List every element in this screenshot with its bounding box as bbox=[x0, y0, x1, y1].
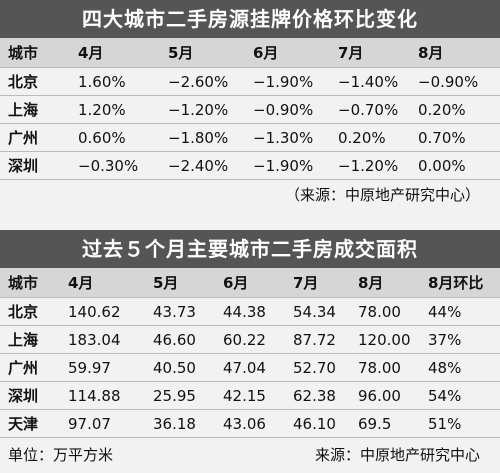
cell: −1.90% bbox=[245, 67, 330, 96]
header-cell: 8月 bbox=[350, 268, 420, 298]
row: 广州 59.97 40.50 47.04 52.70 78.00 48% bbox=[0, 353, 500, 382]
cell: −0.90% bbox=[245, 95, 330, 124]
cell: 59.97 bbox=[60, 353, 145, 382]
header-cell: 4月 bbox=[70, 38, 160, 68]
cell: 42.15 bbox=[215, 381, 285, 410]
cell: −0.70% bbox=[330, 95, 410, 124]
header-cell: 8月 bbox=[410, 38, 500, 68]
cell: 60.22 bbox=[215, 325, 285, 354]
table-title: 四大城市二手房源挂牌价格环比变化 bbox=[0, 0, 500, 38]
panel-1: 四大城市二手房源挂牌价格环比变化 城市 4月 5月 6月 7月 8月 北京 1.60% −2.6… bbox=[0, 0, 500, 210]
footer: 单位：万平方米 来源：中原地产研究中心 bbox=[0, 438, 500, 472]
row: 上海 1.20% −1.20% −0.90% −0.70% 0.20% bbox=[0, 95, 500, 124]
cell: 44% bbox=[420, 297, 500, 326]
cell: 0.20% bbox=[410, 95, 500, 124]
cell: 1.20% bbox=[70, 95, 160, 124]
header-cell: 6月 bbox=[215, 268, 285, 298]
row: 北京 1.60% −2.60% −1.90% −1.40% −0.90% bbox=[0, 67, 500, 96]
city-cell: 上海 bbox=[0, 95, 70, 124]
cell: 78.00 bbox=[350, 353, 420, 382]
cell: 78.00 bbox=[350, 297, 420, 326]
cell: 43.06 bbox=[215, 409, 285, 438]
table: 城市 4月 5月 6月 7月 8月 北京 1.60% −2.60% −1.90% −1.40% −0.… bbox=[0, 38, 500, 180]
cell: 0.20% bbox=[330, 123, 410, 152]
cell: 0.00% bbox=[410, 151, 500, 180]
city-cell: 天津 bbox=[0, 409, 60, 438]
row: 上海 183.04 46.60 60.22 87.72 120.00 37% bbox=[0, 325, 500, 354]
header-cell: 8月环比 bbox=[420, 268, 500, 298]
cell: 69.5 bbox=[350, 409, 420, 438]
cell: 96.00 bbox=[350, 381, 420, 410]
cell: 36.18 bbox=[145, 409, 215, 438]
cell: 54.34 bbox=[285, 297, 350, 326]
unit: 单位：万平方米 bbox=[8, 446, 114, 464]
cell: 25.95 bbox=[145, 381, 215, 410]
table: 城市 4月 5月 6月 7月 8月 8月环比 北京 140.62 43.73 44.38 54.34 7… bbox=[0, 268, 500, 438]
cell: 120.00 bbox=[350, 325, 420, 354]
cell: 40.50 bbox=[145, 353, 215, 382]
cell: 43.73 bbox=[145, 297, 215, 326]
cell: −1.90% bbox=[245, 151, 330, 180]
table-title: 过去５个月主要城市二手房成交面积 bbox=[0, 230, 500, 268]
header-cell: 5月 bbox=[145, 268, 215, 298]
cell: 62.38 bbox=[285, 381, 350, 410]
city-cell: 深圳 bbox=[0, 151, 70, 180]
header-cell: 4月 bbox=[60, 268, 145, 298]
cell: 46.10 bbox=[285, 409, 350, 438]
cell: −1.40% bbox=[330, 67, 410, 96]
cell: 47.04 bbox=[215, 353, 285, 382]
row: 天津 97.07 36.18 43.06 46.10 69.5 51% bbox=[0, 409, 500, 438]
header-cell: 城市 bbox=[0, 38, 70, 68]
cell: 183.04 bbox=[60, 325, 145, 354]
cell: 44.38 bbox=[215, 297, 285, 326]
cell: 52.70 bbox=[285, 353, 350, 382]
city-cell: 广州 bbox=[0, 123, 70, 152]
header-row: 城市 4月 5月 6月 7月 8月 8月环比 bbox=[0, 268, 500, 298]
cell: 140.62 bbox=[60, 297, 145, 326]
city-cell: 广州 bbox=[0, 353, 60, 382]
row: 深圳 114.88 25.95 42.15 62.38 96.00 54% bbox=[0, 381, 500, 410]
panel-2: 过去５个月主要城市二手房成交面积 城市 4月 5月 6月 7月 8月 8月环比 北京 140.6… bbox=[0, 230, 500, 472]
cell: −0.30% bbox=[70, 151, 160, 180]
cell: 48% bbox=[420, 353, 500, 382]
cell: 54% bbox=[420, 381, 500, 410]
city-cell: 北京 bbox=[0, 67, 70, 96]
row: 深圳 −0.30% −2.40% −1.90% −1.20% 0.00% bbox=[0, 151, 500, 180]
header-cell: 5月 bbox=[160, 38, 245, 68]
cell: −1.80% bbox=[160, 123, 245, 152]
cell: 114.88 bbox=[60, 381, 145, 410]
cell: 0.70% bbox=[410, 123, 500, 152]
cell: −2.40% bbox=[160, 151, 245, 180]
city-cell: 深圳 bbox=[0, 381, 60, 410]
city-cell: 北京 bbox=[0, 297, 60, 326]
header-cell: 7月 bbox=[285, 268, 350, 298]
header-cell: 7月 bbox=[330, 38, 410, 68]
city-cell: 上海 bbox=[0, 325, 60, 354]
source: （来源：中原地产研究中心） bbox=[284, 186, 480, 204]
cell: −1.20% bbox=[160, 95, 245, 124]
cell: −0.90% bbox=[410, 67, 500, 96]
cell: 0.60% bbox=[70, 123, 160, 152]
source: 来源：中原地产研究中心 bbox=[314, 446, 480, 464]
cell: −1.30% bbox=[245, 123, 330, 152]
cell: 87.72 bbox=[285, 325, 350, 354]
header-cell: 城市 bbox=[0, 268, 60, 298]
cell: 46.60 bbox=[145, 325, 215, 354]
cell: −2.60% bbox=[160, 67, 245, 96]
cell: −1.20% bbox=[330, 151, 410, 180]
row: 广州 0.60% −1.80% −1.30% 0.20% 0.70% bbox=[0, 123, 500, 152]
cell: 51% bbox=[420, 409, 500, 438]
cell: 97.07 bbox=[60, 409, 145, 438]
cell: 1.60% bbox=[70, 67, 160, 96]
cell: 37% bbox=[420, 325, 500, 354]
header-row: 城市 4月 5月 6月 7月 8月 bbox=[0, 38, 500, 68]
row: 北京 140.62 43.73 44.38 54.34 78.00 44% bbox=[0, 297, 500, 326]
header-cell: 6月 bbox=[245, 38, 330, 68]
